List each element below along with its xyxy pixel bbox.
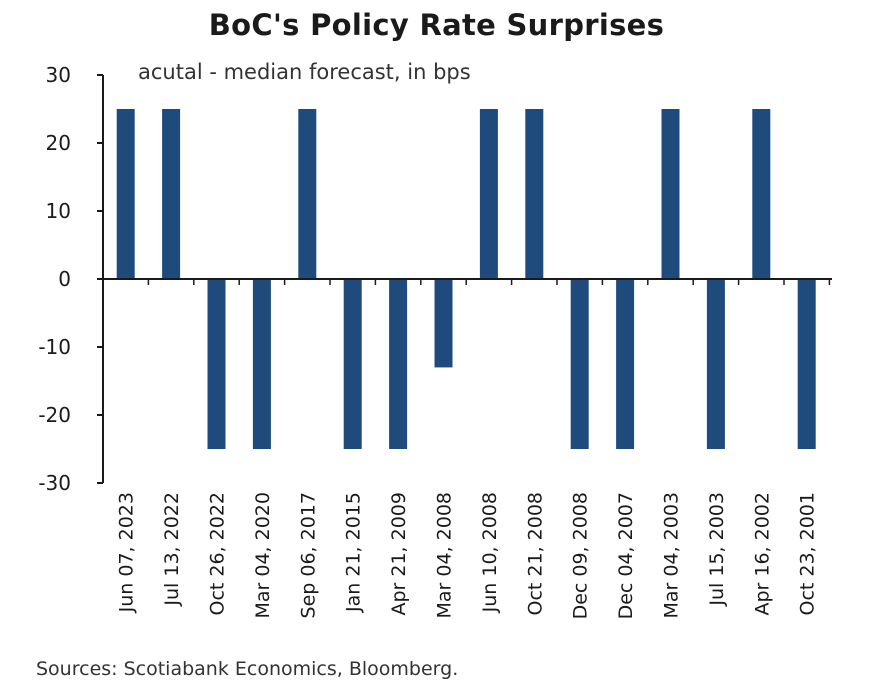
x-tick-label: Jun 10, 2008 (479, 492, 501, 613)
y-axis: 30 20 10 0 -10 -20 -30 (38, 63, 104, 495)
bar (525, 109, 544, 279)
x-tick-label: Mar 04, 2020 (252, 492, 274, 619)
x-tick-label: Oct 21, 2008 (524, 492, 546, 616)
x-tick-label: Jun 07, 2023 (116, 492, 138, 613)
x-tick-label: Dec 09, 2008 (570, 492, 592, 619)
bar (661, 109, 680, 279)
bar (434, 279, 453, 368)
x-tick-label: Mar 04, 2008 (434, 492, 456, 619)
bar (389, 279, 408, 449)
y-tick-label: 0 (58, 267, 71, 291)
bar (752, 109, 771, 279)
bar (252, 279, 271, 449)
bar (162, 109, 181, 279)
x-tick-label: Jul 15, 2003 (706, 492, 728, 607)
y-tick-label: 20 (46, 131, 71, 155)
chart-subtitle: acutal - median forecast, in bps (138, 60, 471, 84)
x-tick-label: Apr 21, 2009 (388, 492, 410, 616)
bars (116, 109, 816, 449)
bar (298, 109, 317, 279)
chart-title: BoC's Policy Rate Surprises (208, 8, 665, 42)
y-tick-label: 10 (46, 199, 71, 223)
bar (343, 279, 362, 449)
x-tick-label: Dec 04, 2007 (615, 492, 637, 619)
bar (570, 279, 589, 449)
y-tick-label: -10 (38, 335, 71, 359)
source-note: Sources: Scotiabank Economics, Bloomberg… (36, 658, 459, 680)
bar (706, 279, 725, 449)
bar (616, 279, 635, 449)
bar (207, 279, 226, 449)
x-axis: Jun 07, 2023 Jul 13, 2022 Oct 26, 2022 Mar … (102, 278, 832, 619)
x-tick-label: Mar 04, 2003 (661, 492, 683, 619)
x-tick-label: Sep 06, 2017 (297, 492, 319, 618)
bar (116, 109, 135, 279)
bar (479, 109, 498, 279)
x-tick-label: Oct 26, 2022 (207, 492, 229, 616)
y-tick-label: -20 (38, 403, 71, 427)
bar (797, 279, 816, 449)
x-tick-label: Jul 13, 2022 (161, 492, 183, 607)
x-tick-label: Apr 16, 2002 (751, 492, 773, 616)
y-tick-label: -30 (38, 471, 71, 495)
x-tick-label: Jan 21, 2015 (343, 492, 365, 613)
y-tick-label: 30 (46, 63, 71, 87)
x-tick-label: Oct 23, 2001 (797, 492, 819, 616)
